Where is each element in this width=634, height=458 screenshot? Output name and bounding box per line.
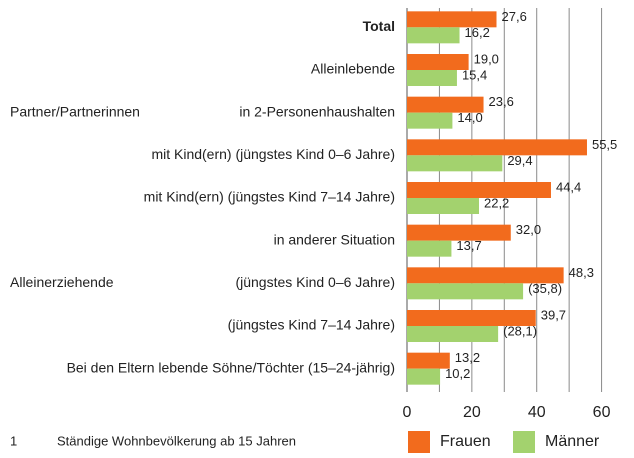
bar: [407, 240, 452, 257]
value-label: 13,2: [455, 350, 480, 365]
value-label: (28,1): [503, 323, 537, 338]
value-label: 16,2: [465, 25, 490, 40]
value-label: 32,0: [516, 222, 541, 237]
category-label: Total: [363, 18, 395, 34]
value-label: 10,2: [445, 366, 470, 381]
footnote-number: 1: [10, 433, 17, 448]
category-label: (jüngstes Kind 7–14 Jahre): [228, 317, 395, 333]
value-label: 15,4: [462, 67, 487, 82]
category-label: Alleinlebende: [311, 61, 395, 77]
x-tick-label: 20: [463, 404, 481, 421]
bar: [407, 96, 484, 113]
bar: [407, 267, 564, 284]
value-label: 39,7: [541, 307, 566, 322]
value-label: 55,5: [592, 137, 617, 152]
category-label: (jüngstes Kind 0–6 Jahre): [235, 274, 395, 290]
value-label: 23,6: [489, 94, 514, 109]
value-label: 22,2: [484, 195, 509, 210]
value-label: 48,3: [569, 265, 594, 280]
category-label: Bei den Eltern lebende Söhne/Töchter (15…: [67, 359, 395, 375]
value-label: (35,8): [528, 281, 562, 296]
legend-swatch: [513, 431, 535, 453]
bar: [407, 310, 536, 326]
bar: [407, 198, 479, 214]
category-label: in 2-Personenhaushalten: [239, 103, 395, 119]
group-label: Partner/Partnerinnen: [10, 103, 140, 119]
bar: [407, 368, 441, 385]
value-label: 29,4: [507, 153, 532, 168]
value-label: 19,0: [474, 51, 499, 66]
legend-label: Männer: [545, 433, 600, 450]
bar: [407, 155, 503, 172]
category-label: in anderer Situation: [274, 231, 395, 247]
value-label: 27,6: [502, 9, 527, 24]
category-label: mit Kind(ern) (jüngstes Kind 7–14 Jahre): [144, 189, 395, 205]
legend-swatch: [408, 431, 430, 453]
value-label: 44,4: [556, 179, 581, 194]
bar: [407, 326, 499, 342]
bar: [407, 70, 457, 86]
legend-label: Frauen: [440, 433, 491, 450]
group-label: Alleinerziehende: [10, 274, 114, 290]
bar: [407, 283, 524, 300]
bar: [407, 112, 453, 129]
bar: [407, 27, 460, 44]
bar: [407, 182, 551, 198]
bar: [407, 54, 469, 70]
x-tick-label: 40: [528, 404, 546, 421]
x-tick-label: 60: [593, 404, 611, 421]
value-label: 14,0: [457, 110, 482, 125]
category-label: mit Kind(ern) (jüngstes Kind 0–6 Jahre): [151, 146, 395, 162]
x-tick-label: 0: [403, 404, 412, 421]
bar: [407, 352, 450, 369]
bar: [407, 11, 497, 28]
value-label: 13,7: [456, 238, 481, 253]
bar: [407, 224, 511, 241]
bar: [407, 139, 587, 156]
footnote-text: Ständige Wohnbevölkerung ab 15 Jahren: [57, 433, 296, 448]
